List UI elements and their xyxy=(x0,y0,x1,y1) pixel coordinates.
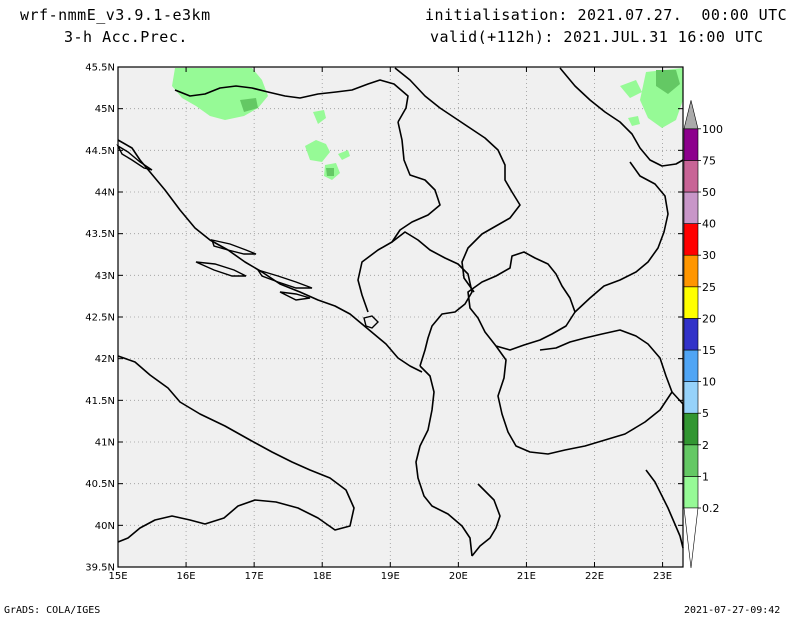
island xyxy=(210,239,257,255)
y-tick-label: 44.5N xyxy=(85,146,115,157)
precip-area-medium xyxy=(240,98,258,112)
coastline-adriatic-east xyxy=(117,139,423,373)
model-title: wrf-nmmE_v3.9.1-e3km xyxy=(20,6,211,24)
x-tick-label: 21E xyxy=(517,571,536,582)
legend-label: 25 xyxy=(702,281,716,294)
legend-swatch xyxy=(683,254,699,288)
border-north-macedonia xyxy=(495,329,673,455)
island xyxy=(279,291,311,301)
legend-swatch xyxy=(683,286,699,319)
legend-swatch xyxy=(683,128,699,161)
legend-label: 15 xyxy=(702,344,716,357)
precip-area-light xyxy=(628,116,640,126)
legend-overflow-arrow xyxy=(683,100,699,130)
legend-label: 40 xyxy=(702,218,716,231)
y-tick-label: 45N xyxy=(95,104,115,115)
legend-swatch xyxy=(683,381,699,414)
adriatic-islands xyxy=(116,144,379,329)
grid-lines xyxy=(118,67,683,567)
precip-area-medium xyxy=(326,168,334,176)
y-tick-label: 39.5N xyxy=(85,563,115,574)
coastline-aegean xyxy=(645,469,684,549)
border-montenegro xyxy=(391,231,473,367)
precip-area-light xyxy=(620,80,642,98)
legend-swatch xyxy=(683,444,699,477)
legend-label: 20 xyxy=(702,312,716,325)
footer-credit: GrADS: COLA/IGES xyxy=(4,605,101,616)
x-tick-label: 17E xyxy=(245,571,264,582)
legend-label: 0.2 xyxy=(702,502,720,515)
legend-label: 100 xyxy=(702,123,723,136)
y-tick-label: 43N xyxy=(95,271,115,282)
y-tick-label: 41.5N xyxy=(85,396,115,407)
border-bosnia xyxy=(357,121,441,313)
legend-swatch xyxy=(683,223,699,256)
precip-area-medium xyxy=(656,70,680,94)
border-albania xyxy=(415,365,473,557)
island xyxy=(363,315,379,329)
y-tick-label: 43.5N xyxy=(85,229,115,240)
x-tick-label: 16E xyxy=(177,571,196,582)
legend-swatch xyxy=(683,318,699,351)
legend-swatch xyxy=(683,476,699,509)
border-serbia xyxy=(394,67,521,293)
island xyxy=(195,261,247,277)
border-croatia-north xyxy=(174,79,409,123)
border-romania xyxy=(559,67,684,167)
valid-time: valid(+112h): 2021.JUL.31 16:00 UTC xyxy=(430,28,764,46)
y-axis: 39.5N 40N 40.5N 41N 41.5N 42N 42.5N 43N 43.5N 44N… xyxy=(85,63,683,574)
y-tick-label: 40N xyxy=(95,521,115,532)
legend-label: 30 xyxy=(702,249,716,262)
legend-underflow-arrow xyxy=(683,507,699,569)
legend-label: 5 xyxy=(702,407,709,420)
legend-label: 75 xyxy=(702,154,716,167)
map-background xyxy=(118,67,683,567)
legend-swatch xyxy=(683,160,699,193)
footer-timestamp: 2021-07-27-09:42 xyxy=(684,605,781,616)
x-tick-label: 20E xyxy=(449,571,468,582)
y-tick-label: 44N xyxy=(95,188,115,199)
coastlines-borders xyxy=(117,67,684,557)
y-tick-label: 40.5N xyxy=(85,479,115,490)
field-title: 3-h Acc.Prec. xyxy=(64,28,188,46)
x-tick-label: 18E xyxy=(313,571,332,582)
y-tick-label: 42.5N xyxy=(85,313,115,324)
coastline-italy xyxy=(117,355,355,543)
island xyxy=(256,268,313,289)
precipitation-areas xyxy=(172,68,683,180)
legend-label: 10 xyxy=(702,376,716,389)
legend-swatch xyxy=(683,191,699,224)
precip-area-light xyxy=(313,110,326,124)
legend-swatch xyxy=(683,349,699,382)
x-tick-label: 15E xyxy=(108,571,127,582)
y-tick-label: 45.5N xyxy=(85,63,115,74)
island xyxy=(116,144,153,171)
coastline-greece-west xyxy=(471,483,501,557)
precip-area-light xyxy=(338,150,350,160)
legend-label: 1 xyxy=(702,470,709,483)
x-tick-label: 23E xyxy=(653,571,672,582)
precip-area-light xyxy=(305,140,330,162)
y-tick-label: 42N xyxy=(95,354,115,365)
legend-label: 2 xyxy=(702,439,709,452)
x-axis: 15E 16E 17E 18E 19E 20E 21E 22E 23E xyxy=(108,67,672,582)
init-time: initialisation: 2021.07.27. 00:00 UTC xyxy=(425,6,788,24)
x-tick-label: 19E xyxy=(381,571,400,582)
border-bulgaria xyxy=(574,161,669,313)
border-kosovo xyxy=(467,251,576,351)
x-tick-label: 22E xyxy=(585,571,604,582)
y-tick-label: 41N xyxy=(95,438,115,449)
legend-swatch xyxy=(683,412,699,446)
legend-label: 50 xyxy=(702,186,716,199)
